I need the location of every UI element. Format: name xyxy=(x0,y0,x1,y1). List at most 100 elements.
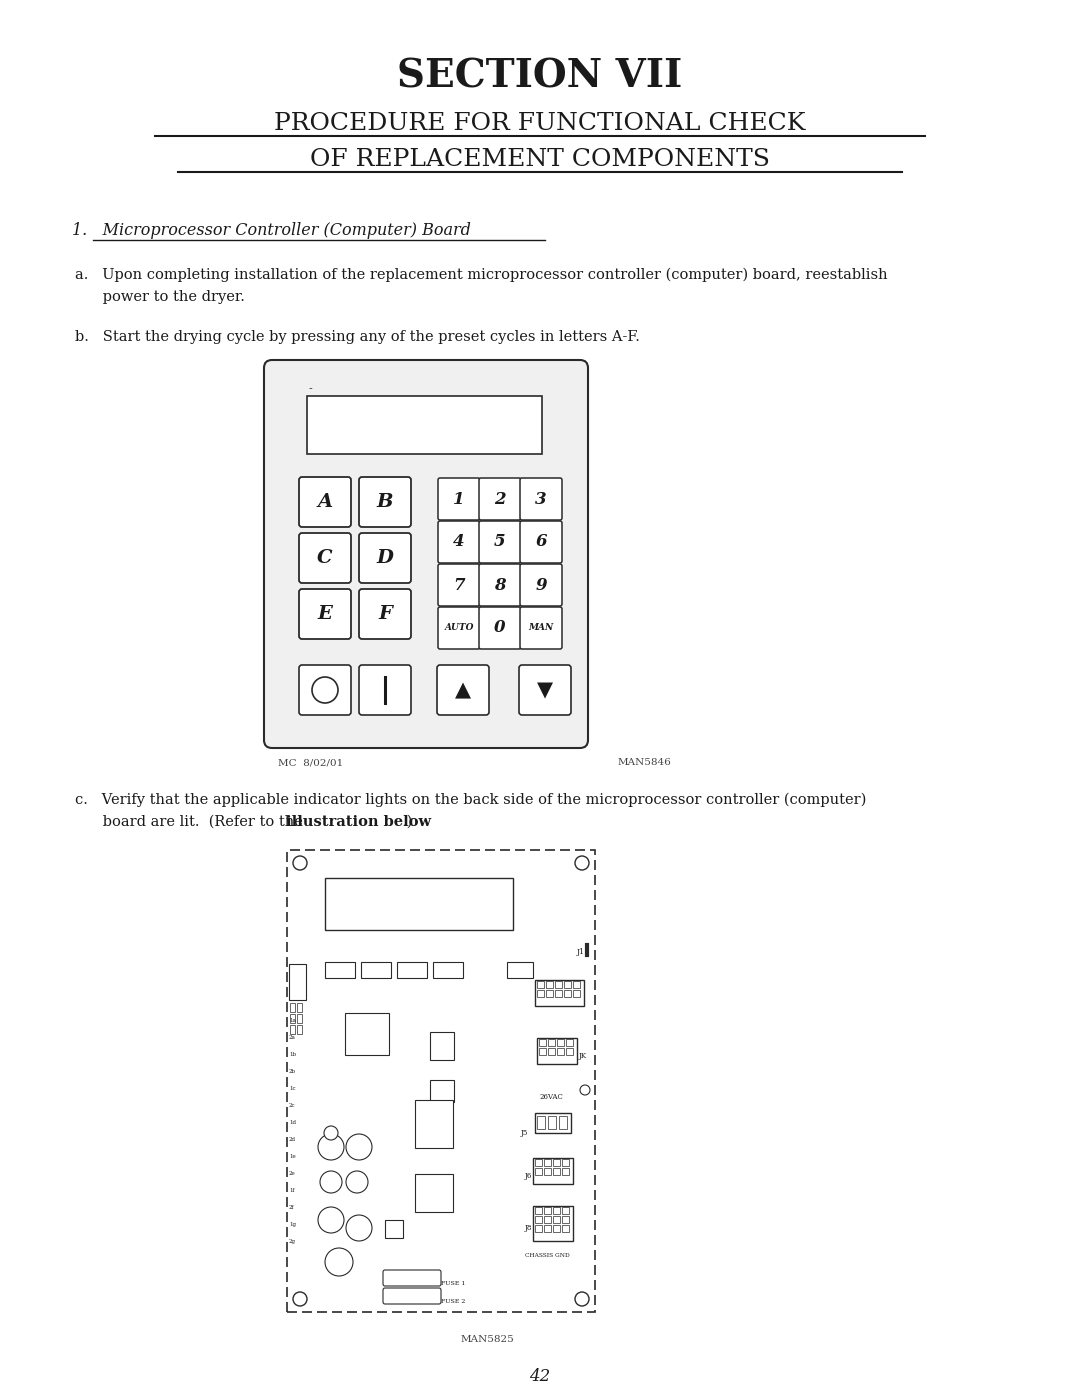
Text: 1g: 1g xyxy=(289,1222,296,1227)
Text: 3: 3 xyxy=(536,490,546,507)
FancyBboxPatch shape xyxy=(519,665,571,715)
Text: FUSE 2: FUSE 2 xyxy=(441,1299,465,1303)
Bar xyxy=(535,1168,542,1175)
Bar xyxy=(535,1207,542,1214)
Text: FUSE 1: FUSE 1 xyxy=(441,1281,465,1287)
Text: J8: J8 xyxy=(525,1224,532,1232)
Circle shape xyxy=(325,1248,353,1275)
Text: 4: 4 xyxy=(454,534,464,550)
Circle shape xyxy=(324,1126,338,1140)
Text: MC  8/02/01: MC 8/02/01 xyxy=(278,759,343,767)
Text: 1c: 1c xyxy=(289,1085,296,1091)
Bar xyxy=(562,1168,569,1175)
Text: 2e: 2e xyxy=(289,1171,296,1176)
Bar xyxy=(544,1215,551,1222)
Bar xyxy=(546,981,553,988)
Bar xyxy=(562,1207,569,1214)
Bar xyxy=(537,1038,577,1065)
Circle shape xyxy=(346,1171,368,1193)
Text: 2b: 2b xyxy=(289,1069,296,1074)
Text: J5: J5 xyxy=(521,1129,528,1137)
Text: SECTION VII: SECTION VII xyxy=(397,59,683,96)
Bar xyxy=(307,395,542,454)
Bar xyxy=(535,1225,542,1232)
FancyBboxPatch shape xyxy=(299,476,351,527)
Text: a.   Upon completing installation of the replacement microprocessor controller (: a. Upon completing installation of the r… xyxy=(75,268,888,282)
FancyBboxPatch shape xyxy=(480,521,521,563)
FancyBboxPatch shape xyxy=(299,534,351,583)
Bar xyxy=(534,1206,573,1241)
Circle shape xyxy=(318,1134,345,1160)
Bar xyxy=(291,1025,295,1034)
FancyBboxPatch shape xyxy=(299,665,351,715)
Bar xyxy=(553,1225,561,1232)
Bar xyxy=(291,1014,295,1023)
Bar xyxy=(539,1039,546,1046)
Text: 2f: 2f xyxy=(289,1206,295,1210)
Text: J6: J6 xyxy=(525,1172,532,1180)
Bar xyxy=(297,1014,302,1023)
Bar xyxy=(553,1207,561,1214)
Bar xyxy=(573,990,580,997)
Bar xyxy=(544,1168,551,1175)
Text: 5: 5 xyxy=(495,534,505,550)
FancyBboxPatch shape xyxy=(383,1270,441,1287)
Circle shape xyxy=(293,1292,307,1306)
Text: illustration below: illustration below xyxy=(285,814,431,828)
Text: J1: J1 xyxy=(577,949,585,956)
Circle shape xyxy=(575,1292,589,1306)
Text: AUTO: AUTO xyxy=(444,623,474,633)
Text: b.   Start the drying cycle by pressing any of the preset cycles in letters A-F.: b. Start the drying cycle by pressing an… xyxy=(75,330,639,344)
Bar xyxy=(430,1080,454,1102)
Text: JK: JK xyxy=(579,1052,588,1060)
Text: 26VAC: 26VAC xyxy=(539,1092,563,1101)
Circle shape xyxy=(312,678,338,703)
Circle shape xyxy=(293,856,307,870)
Text: 8: 8 xyxy=(495,577,505,594)
Text: 1e: 1e xyxy=(289,1154,296,1160)
Circle shape xyxy=(575,856,589,870)
Bar xyxy=(361,963,391,978)
Bar xyxy=(562,1215,569,1222)
Circle shape xyxy=(580,1085,590,1095)
Text: 1a: 1a xyxy=(289,1018,296,1023)
Text: CHASSIS GND: CHASSIS GND xyxy=(525,1253,570,1259)
Text: OF REPLACEMENT COMPONENTS: OF REPLACEMENT COMPONENTS xyxy=(310,148,770,170)
Bar xyxy=(415,1099,453,1148)
Bar xyxy=(430,1032,454,1060)
FancyBboxPatch shape xyxy=(438,608,480,650)
Text: ▲: ▲ xyxy=(455,680,471,700)
FancyBboxPatch shape xyxy=(299,590,351,638)
FancyBboxPatch shape xyxy=(438,564,480,606)
Text: board are lit.  (Refer to the: board are lit. (Refer to the xyxy=(75,814,308,828)
Bar xyxy=(548,1048,555,1055)
Circle shape xyxy=(320,1171,342,1193)
Text: 1f: 1f xyxy=(289,1187,295,1193)
FancyBboxPatch shape xyxy=(359,590,411,638)
Text: 2d: 2d xyxy=(289,1137,296,1141)
Text: A: A xyxy=(318,493,333,511)
Bar xyxy=(548,1039,555,1046)
Bar xyxy=(507,963,534,978)
Text: power to the dryer.: power to the dryer. xyxy=(75,291,245,305)
Bar xyxy=(289,964,306,1000)
FancyBboxPatch shape xyxy=(480,478,521,520)
FancyBboxPatch shape xyxy=(437,665,489,715)
Circle shape xyxy=(346,1215,372,1241)
Text: 2a: 2a xyxy=(289,1035,296,1039)
Bar xyxy=(345,1013,389,1055)
FancyBboxPatch shape xyxy=(359,476,411,527)
FancyBboxPatch shape xyxy=(480,564,521,606)
FancyBboxPatch shape xyxy=(383,1288,441,1303)
Bar xyxy=(325,963,355,978)
Text: F: F xyxy=(378,605,392,623)
Bar xyxy=(297,1003,302,1011)
Bar xyxy=(287,849,595,1312)
Bar xyxy=(555,990,562,997)
Bar xyxy=(544,1160,551,1166)
Bar xyxy=(555,981,562,988)
Text: 1: 1 xyxy=(454,490,464,507)
Bar xyxy=(557,1039,564,1046)
Text: c.   Verify that the applicable indicator lights on the back side of the micropr: c. Verify that the applicable indicator … xyxy=(75,793,866,807)
Text: 0: 0 xyxy=(495,619,505,637)
